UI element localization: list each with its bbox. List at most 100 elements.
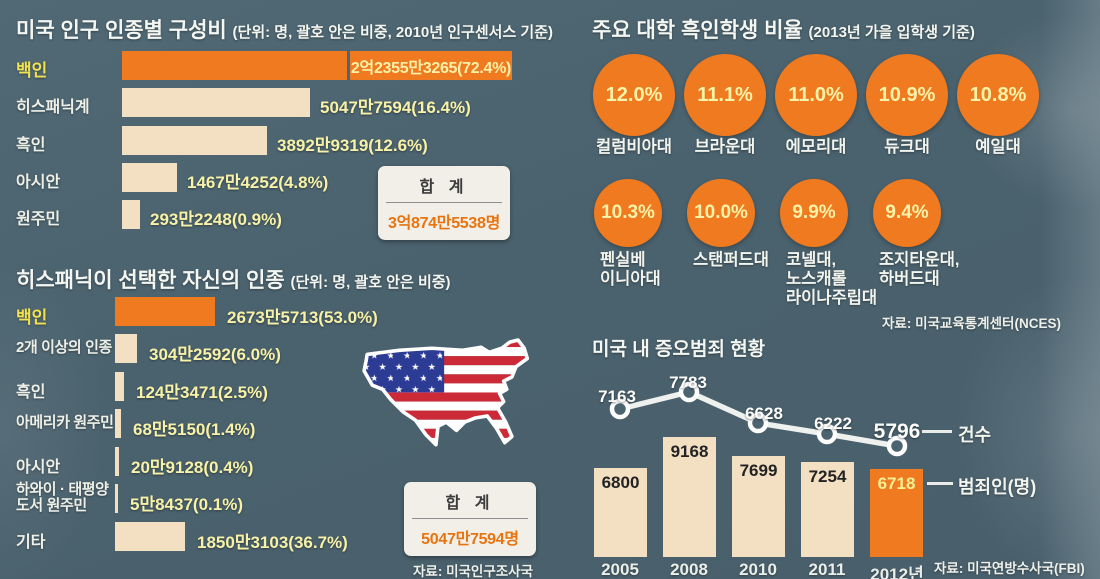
legend-cases: 건수 <box>958 425 992 445</box>
background-photo-strip <box>1040 0 1100 579</box>
hispanic-value-white: 2673만5713(53.0%) <box>227 308 378 327</box>
hate-bar-3: 7254 <box>801 462 854 557</box>
race-chart-title: 미국 인구 인종별 구성비 (단위: 명, 괄호 안은 비중, 2010년 인구… <box>16 14 553 44</box>
university-chart-title-text: 주요 대학 흑인학생 비율 <box>592 19 803 42</box>
hispanic-chart-source: 자료: 미국인구조사국 <box>413 564 534 579</box>
hate-bar-4: 6718 <box>870 469 923 557</box>
race-value-hispanic: 5047만7594(16.4%) <box>320 98 471 117</box>
race-bar-black <box>122 126 267 155</box>
hispanic-bar-american-native <box>115 409 121 438</box>
race-value-asian: 1467만4252(4.8%) <box>187 173 329 192</box>
hispanic-bar-black <box>115 372 124 401</box>
hispanic-value-asian: 20만9128(0.4%) <box>131 458 254 477</box>
race-value-box-white: 2억2355만3265(72.4%) <box>350 51 512 80</box>
hate-bar-0: 6800 <box>594 468 647 557</box>
hate-bar-value-4: 6718 <box>877 474 916 493</box>
race-bar-white <box>122 51 347 80</box>
hate-bar-2: 7699 <box>732 456 785 557</box>
race-bar-native <box>122 200 140 229</box>
hate-cases-label-0: 7163 <box>598 387 636 406</box>
hispanic-bar-hawaii-pacific <box>115 484 118 513</box>
university-circle-emory: 11.0% <box>775 54 857 136</box>
hispanic-value-black: 124만3471(2.5%) <box>136 383 268 402</box>
university-name-georgetown-harvard: 조지타운대, 하버드대 <box>879 251 960 288</box>
hispanic-value-two-or-more: 304만2592(6.0%) <box>149 345 281 364</box>
university-circle-columbia: 12.0% <box>593 54 675 136</box>
hate-bar-value-1: 9168 <box>670 442 709 461</box>
hispanic-value-american-native: 68만5150(1.4%) <box>133 420 256 439</box>
legend-dash-cases-icon <box>922 430 952 433</box>
university-name-upenn: 펜실베 이니아대 <box>600 251 661 288</box>
university-name-stanford: 스탠퍼드대 <box>693 251 769 269</box>
legend-offenders: 범죄인(명) <box>958 477 1037 497</box>
hate-cases-label-3: 6222 <box>814 414 852 433</box>
race-row-label-native: 원주민 <box>16 211 61 228</box>
race-value-native: 293만2248(0.9%) <box>150 210 282 229</box>
hispanic-total-box: 합 계 5047만7594명 <box>404 482 536 556</box>
hispanic-value-other: 1850만3103(36.7%) <box>197 533 348 552</box>
hate-year-3: 2011 <box>808 560 846 579</box>
hispanic-bar-two-or-more <box>115 334 137 363</box>
hate-bar-value-3: 7254 <box>808 467 847 486</box>
university-circle-stanford: 10.0% <box>687 179 755 247</box>
hate-year-1: 2008 <box>670 560 708 579</box>
hispanic-row-label-two-or-more: 2개 이상의 인종 <box>16 339 112 356</box>
university-chart-subtitle: (2013년 가을 입학생 기준) <box>808 24 975 41</box>
university-pct-emory: 11.0% <box>788 83 844 106</box>
hispanic-total-title: 합 계 <box>412 482 528 519</box>
university-circle-georgetown-harvard: 9.4% <box>873 179 941 247</box>
hispanic-row-label-asian: 아시안 <box>16 459 61 476</box>
hate-cases-label-4: 5796 <box>873 420 921 443</box>
hate-year-2: 2010 <box>739 560 777 579</box>
university-pct-brown: 11.1% <box>697 83 753 106</box>
university-pct-stanford: 10.0% <box>694 202 748 223</box>
university-pct-duke: 10.9% <box>878 83 936 106</box>
race-bar-asian <box>122 163 177 192</box>
university-name-cornell-unc: 코넬대, 노스캐롤 라이나주립대 <box>786 251 878 307</box>
race-total-value: 3억874만5538명 <box>387 215 501 232</box>
hatecrime-chart-title: 미국 내 증오범죄 현황 <box>592 334 765 361</box>
hate-year-4: 2012년 <box>870 565 924 579</box>
university-chart-source: 자료: 미국교육통계센터(NCES) <box>882 316 1061 331</box>
hispanic-row-label-hawaii-pacific: 하와이 · 태평양 도서 원주민 <box>16 481 109 514</box>
university-pct-yale: 10.8% <box>969 83 1027 106</box>
university-name-duke: 듀크대 <box>884 138 930 156</box>
university-name-brown: 브라운대 <box>694 138 756 156</box>
hate-year-0: 2005 <box>601 560 639 579</box>
hispanic-total-value: 5047만7594명 <box>421 531 519 548</box>
race-value-black: 3892만9319(12.6%) <box>277 136 428 155</box>
hispanic-row-label-white: 백인 <box>16 308 48 327</box>
university-circle-duke: 10.9% <box>866 54 948 136</box>
race-total-title: 합 계 <box>386 166 502 203</box>
race-chart-subtitle: (단위: 명, 괄호 안은 비중, 2010년 인구센서스 기준) <box>232 24 554 41</box>
hispanic-row-label-other: 기타 <box>16 534 46 551</box>
university-name-emory: 에모리대 <box>785 138 847 156</box>
race-row-label-hispanic: 히스패닉계 <box>16 99 90 116</box>
hispanic-chart-subtitle: (단위: 명, 괄호 안은 비중) <box>290 274 451 291</box>
hispanic-bar-other <box>115 522 185 551</box>
university-chart-title: 주요 대학 흑인학생 비율 (2013년 가을 입학생 기준) <box>592 14 975 44</box>
hate-cases-label-2: 6628 <box>745 404 783 423</box>
hate-bar-1: 9168 <box>663 437 716 557</box>
university-name-yale: 예일대 <box>975 138 1021 156</box>
hate-bar-value-2: 7699 <box>739 461 778 480</box>
race-row-label-black: 흑인 <box>16 137 46 154</box>
hispanic-row-label-american-native: 아메리카 원주민 <box>16 414 114 431</box>
hispanic-value-hawaii-pacific: 5만8437(0.1%) <box>130 495 243 514</box>
hispanic-chart-title: 히스패닉이 선택한 자신의 인종 (단위: 명, 괄호 안은 비중) <box>16 264 451 294</box>
hispanic-row-label-black: 흑인 <box>16 384 46 401</box>
race-bar-hispanic <box>122 88 310 117</box>
hate-bar-value-0: 6800 <box>601 473 640 492</box>
university-name-columbia: 컬럼비아대 <box>596 138 672 156</box>
university-pct-columbia: 12.0% <box>605 83 663 106</box>
hate-cases-label-1: 7783 <box>669 373 707 392</box>
race-total-box: 합 계 3억874만5538명 <box>378 166 510 240</box>
us-flag-map-icon: ★ ★ <box>362 338 530 447</box>
hatecrime-chart-title-text: 미국 내 증오범죄 현황 <box>592 339 766 360</box>
hispanic-bar-asian <box>115 447 119 476</box>
university-circle-upenn: 10.3% <box>594 179 662 247</box>
university-pct-cornell-unc: 9.9% <box>792 202 836 223</box>
race-chart-title-text: 미국 인구 인종별 구성비 <box>16 19 227 42</box>
hispanic-chart-title-text: 히스패닉이 선택한 자신의 인종 <box>16 269 285 292</box>
